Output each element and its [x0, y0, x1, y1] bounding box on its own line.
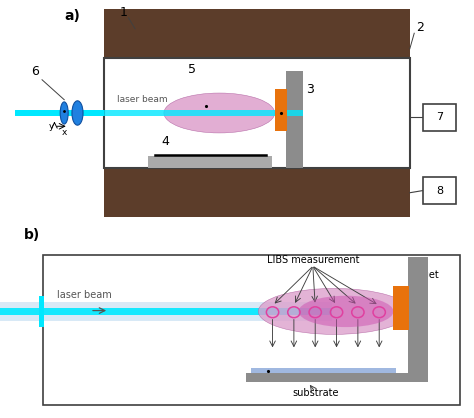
- Bar: [286, 71, 302, 168]
- Bar: [393, 286, 409, 330]
- Ellipse shape: [60, 102, 68, 124]
- Text: 3: 3: [306, 83, 314, 96]
- Bar: [423, 177, 456, 204]
- Ellipse shape: [299, 296, 393, 327]
- Bar: [251, 368, 396, 373]
- Text: 7: 7: [436, 112, 443, 122]
- Bar: [43, 255, 460, 405]
- Text: 5: 5: [188, 63, 196, 76]
- Ellipse shape: [72, 101, 83, 125]
- Bar: [148, 156, 273, 168]
- Text: 8: 8: [436, 186, 443, 196]
- Text: laser beam: laser beam: [57, 290, 112, 300]
- Ellipse shape: [258, 288, 410, 334]
- Bar: [16, 110, 104, 116]
- Text: LIBS measurement: LIBS measurement: [266, 255, 359, 265]
- Bar: [274, 89, 287, 131]
- Text: target: target: [410, 270, 440, 280]
- Bar: [104, 110, 303, 116]
- Text: substrate: substrate: [292, 388, 338, 398]
- Text: b): b): [24, 228, 40, 242]
- Bar: [423, 104, 456, 131]
- Bar: [246, 373, 409, 382]
- Bar: [104, 168, 410, 217]
- Text: a): a): [64, 9, 80, 23]
- Text: 4: 4: [162, 135, 170, 148]
- Ellipse shape: [164, 93, 274, 133]
- Text: 6: 6: [31, 65, 39, 78]
- Bar: [104, 58, 410, 168]
- Text: 2: 2: [417, 21, 424, 34]
- Bar: [0, 308, 332, 315]
- Bar: [408, 257, 428, 382]
- Text: x: x: [62, 128, 67, 138]
- Text: y: y: [49, 122, 54, 131]
- Text: 1: 1: [119, 5, 128, 18]
- Bar: [0, 302, 332, 321]
- Bar: [104, 9, 410, 58]
- Bar: [39, 296, 44, 327]
- Text: laser beam: laser beam: [118, 95, 168, 104]
